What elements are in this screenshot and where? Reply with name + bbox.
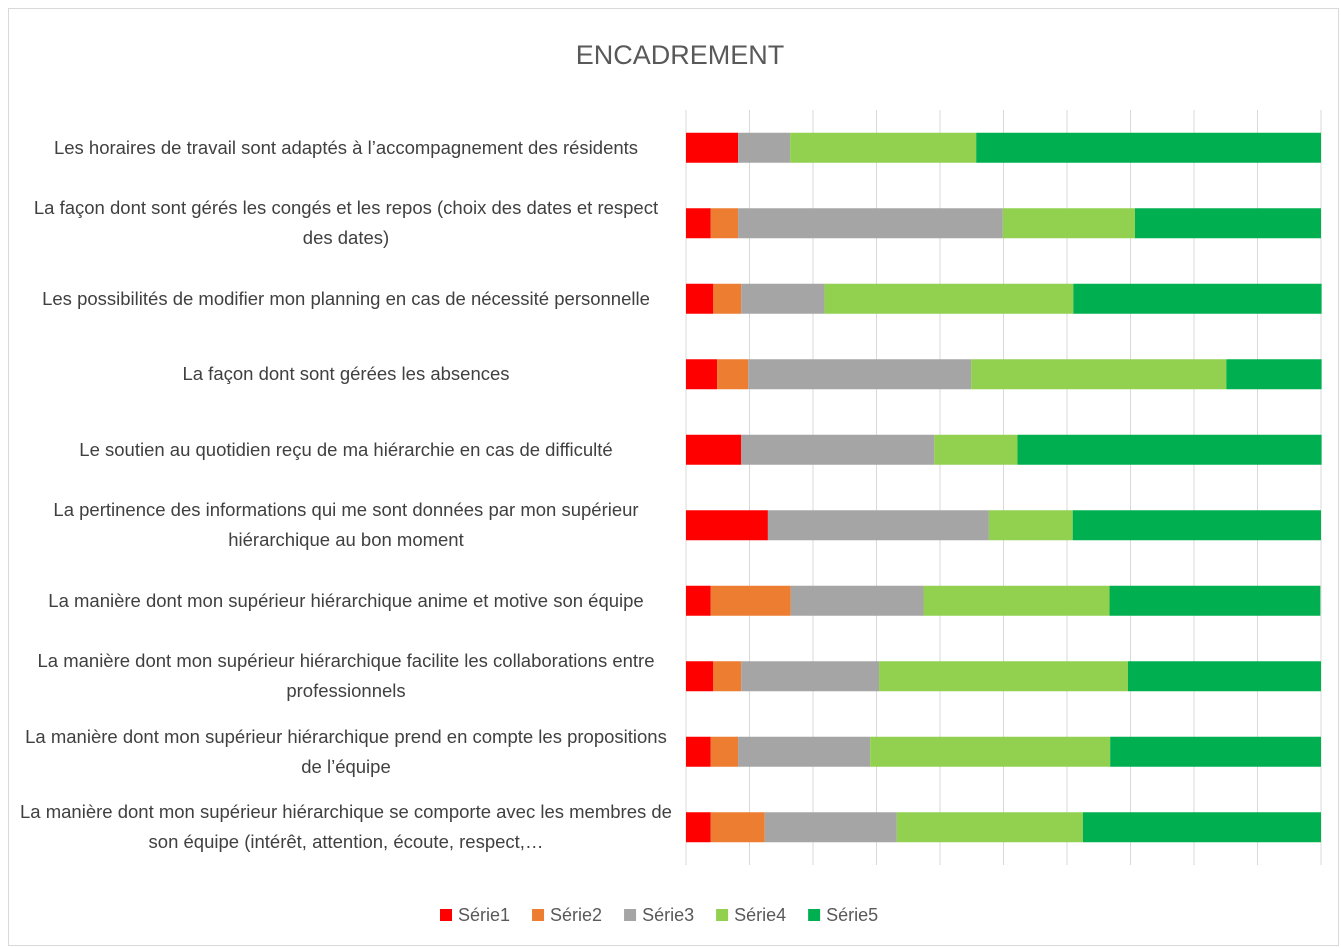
y-tick-label: La manière dont mon supérieur hiérarchiq… bbox=[37, 650, 655, 702]
bar-segment bbox=[1109, 585, 1321, 616]
bar-segment bbox=[934, 434, 1018, 465]
y-tick-label: La façon dont sont gérées les absences bbox=[182, 363, 510, 385]
y-tick-label: La manière dont mon supérieur hiérarchiq… bbox=[20, 801, 672, 853]
bar-segment bbox=[686, 510, 768, 541]
bar-segment bbox=[738, 132, 791, 163]
chart-frame bbox=[8, 8, 1339, 946]
bar-segment bbox=[767, 510, 989, 541]
legend-swatch bbox=[532, 909, 545, 921]
legend-swatch bbox=[716, 909, 729, 921]
bar-segment bbox=[790, 585, 924, 616]
bar-segment bbox=[686, 359, 718, 390]
bar-segment bbox=[710, 208, 739, 239]
bar-segment bbox=[879, 661, 1128, 692]
bar-segment bbox=[741, 434, 935, 465]
bar-segment bbox=[686, 661, 714, 692]
bar-segment bbox=[710, 736, 739, 767]
bar-segment bbox=[686, 132, 739, 163]
bar-segment bbox=[870, 736, 1111, 767]
legend-label: Série4 bbox=[734, 905, 786, 925]
bar-segment bbox=[790, 132, 977, 163]
bar-segment bbox=[686, 208, 711, 239]
bar-segment bbox=[1002, 208, 1135, 239]
bar-segment bbox=[710, 812, 765, 843]
y-tick-label: La manière dont mon supérieur hiérarchiq… bbox=[48, 589, 644, 611]
bar-segment bbox=[1127, 661, 1321, 692]
bar-segment bbox=[686, 736, 711, 767]
bar-segment bbox=[713, 661, 742, 692]
bar-segment bbox=[738, 736, 871, 767]
y-tick-label: Les horaires de travail sont adaptés à l… bbox=[53, 136, 639, 158]
bar-segment bbox=[710, 585, 791, 616]
legend-label: Série5 bbox=[826, 905, 878, 925]
bar-segment bbox=[713, 283, 742, 314]
y-tick-label: Le soutien au quotidien reçu de ma hiéra… bbox=[79, 438, 613, 460]
bar-segment bbox=[686, 585, 711, 616]
legend-swatch bbox=[440, 909, 452, 921]
bar-segment bbox=[896, 812, 1083, 843]
bar-segment bbox=[741, 661, 880, 692]
bar-segment bbox=[717, 359, 749, 390]
legend-swatch bbox=[808, 909, 821, 921]
y-tick-label: La pertinence des informations qui me so… bbox=[53, 499, 639, 551]
bar-segment bbox=[748, 359, 972, 390]
y-tick-label: Les possibilités de modifier mon plannin… bbox=[42, 287, 650, 309]
legend-swatch bbox=[624, 909, 637, 921]
chart-title: ENCADREMENT bbox=[576, 40, 785, 70]
bar-segment bbox=[923, 585, 1110, 616]
bar-segment bbox=[988, 510, 1073, 541]
legend-label: Série2 bbox=[550, 905, 602, 925]
bar-segment bbox=[1017, 434, 1322, 465]
bar-segment bbox=[1072, 510, 1321, 541]
bar-segment bbox=[1226, 359, 1322, 390]
bar-segment bbox=[976, 132, 1321, 163]
bar-segment bbox=[686, 283, 714, 314]
bar-segment bbox=[824, 283, 1074, 314]
bar-segment bbox=[686, 812, 711, 843]
bar-segment bbox=[686, 434, 742, 465]
bar-segment bbox=[741, 283, 825, 314]
bar-segment bbox=[764, 812, 897, 843]
bar-segment bbox=[1082, 812, 1321, 843]
y-tick-label: La façon dont sont gérés les congés et l… bbox=[33, 197, 659, 249]
bar-segment bbox=[1073, 283, 1322, 314]
y-tick-label: La manière dont mon supérieur hiérarchiq… bbox=[25, 725, 667, 777]
legend-label: Série3 bbox=[642, 905, 694, 925]
bar-segment bbox=[971, 359, 1227, 390]
bar-segment bbox=[738, 208, 1003, 239]
bar-segment bbox=[1110, 736, 1321, 767]
legend-label: Série1 bbox=[458, 905, 510, 925]
bar-segment bbox=[1134, 208, 1321, 239]
